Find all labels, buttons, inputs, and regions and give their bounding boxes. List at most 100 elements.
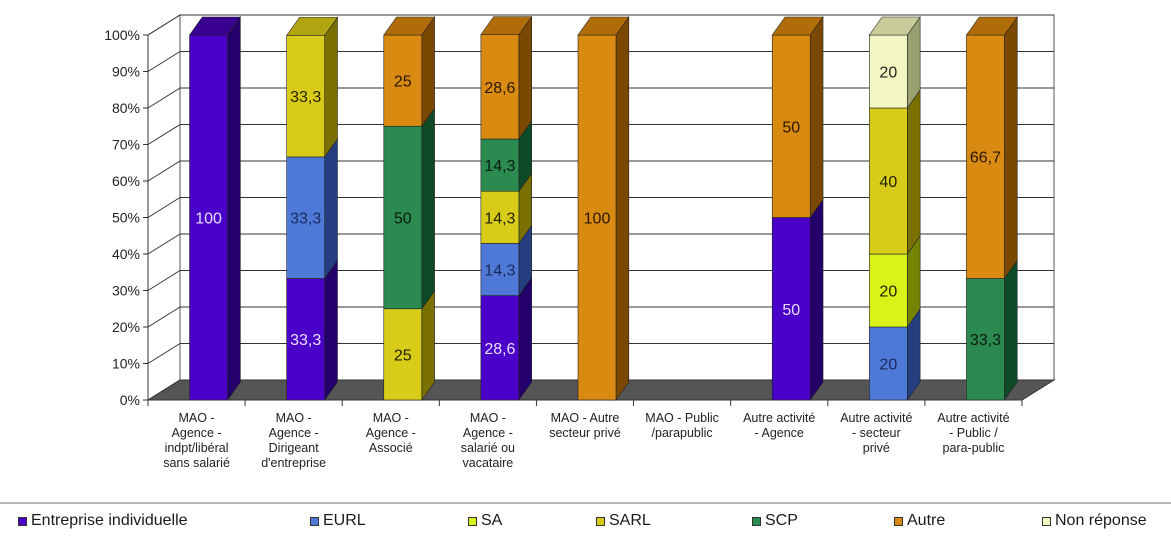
bar-top-autre [771, 16, 824, 36]
bar-top-autre [480, 16, 533, 35]
legend-swatch [596, 516, 605, 526]
x-tick-label: MAO - [470, 411, 506, 425]
y-tick-label: 70% [112, 137, 140, 153]
x-tick-label: Agence - [269, 426, 319, 440]
legend-swatch [752, 516, 761, 526]
bar-side-scp [1004, 259, 1018, 401]
data-label: 20 [879, 65, 897, 82]
x-tick-label: MAO - [179, 411, 215, 425]
x-tick-label: MAO - [276, 411, 312, 425]
x-tick-label: salarié ou [461, 441, 515, 455]
data-label: 33,3 [290, 89, 321, 106]
x-tick-label: privé [863, 441, 890, 455]
x-tick-label: Autre activité [937, 411, 1009, 425]
chart-legend: Entreprise individuelle EURL SA SARL SCP Autr… [0, 502, 1171, 538]
bar-top-autre [965, 16, 1018, 36]
bar-side-eurl [324, 137, 338, 280]
legend-item-eurl: EURL [310, 512, 366, 530]
y-tick-label: 30% [112, 283, 140, 299]
x-tick-label: para-public [943, 441, 1005, 455]
x-tick-label: Agence - [463, 426, 513, 440]
x-tick-label: MAO - Autre [551, 411, 620, 425]
y-tick-label: 40% [112, 246, 140, 262]
gridline-side [147, 306, 181, 328]
bar-top-autre [383, 16, 436, 36]
gridline-side [147, 233, 181, 255]
x-tick-label: d'entreprise [261, 456, 326, 470]
bar-side-sarl [907, 89, 921, 255]
gridline-side [147, 51, 181, 72]
bar-segment-non-reponse [869, 34, 908, 109]
data-label: 20 [879, 357, 897, 374]
data-label: 14,3 [484, 158, 515, 175]
x-tick-label: /parapublic [652, 426, 713, 440]
x-tick-label: Autre activité [743, 411, 815, 425]
x-tick-label: - Public / [949, 426, 998, 440]
bar-segment-entreprise-individuelle [480, 295, 520, 401]
bar-top-autre [577, 16, 630, 36]
legend-label: EURL [323, 512, 366, 529]
data-label: 50 [394, 211, 412, 228]
bar-side-autre [809, 16, 824, 219]
x-tick-label: - secteur [852, 426, 901, 440]
y-tick-label: 50% [112, 210, 140, 226]
data-label: 66,7 [970, 150, 1001, 167]
data-label: 20 [879, 284, 897, 301]
bar-top-non-reponse [868, 16, 921, 36]
x-tick-label: Autre activité [840, 411, 912, 425]
bar-side-scp [421, 107, 435, 310]
data-label: 40 [879, 174, 897, 191]
bar-segment-autre [383, 34, 423, 127]
bar-side-autre [615, 16, 630, 401]
legend-item-non-reponse: Non réponse [1042, 512, 1147, 530]
legend-label: SCP [765, 512, 798, 529]
gridline-side [147, 87, 181, 109]
bar-segment-entreprise-individuelle [771, 217, 811, 401]
bar-side-entreprise-individuelle [324, 259, 338, 401]
chart-canvas: 0% 10% 20% 30% 40% 50% 60% 70% 80% 90% 100% 100 MAO … [104, 14, 1056, 470]
y-tick-label: 10% [112, 356, 140, 372]
bar-segment-autre [480, 34, 520, 140]
data-label: 28,6 [484, 80, 515, 97]
bar-segment-sarl [286, 35, 325, 158]
legend-label: Entreprise individuelle [31, 512, 188, 529]
data-label: 33,3 [970, 332, 1001, 349]
legend-label: SA [481, 512, 503, 529]
data-label: 50 [782, 119, 800, 136]
legend-label: SARL [609, 512, 651, 529]
bar-side-entreprise-individuelle [518, 276, 532, 401]
data-label: 33,3 [290, 211, 321, 228]
bar-side-sarl [421, 289, 435, 401]
bar-segment-sarl [480, 190, 520, 244]
legend-label: Non réponse [1055, 512, 1147, 529]
bar-segment-scp [966, 278, 1005, 401]
gridline-side [147, 14, 181, 36]
bar-segment-autre [771, 34, 811, 218]
x-tick-label: Agence - [172, 426, 222, 440]
y-tick-label: 20% [112, 319, 140, 335]
gridline-side [147, 160, 181, 182]
data-label: 14,3 [484, 210, 515, 227]
legend-swatch [894, 516, 903, 526]
x-tick-label: Dirigeant [269, 441, 320, 455]
legend-swatch [1042, 516, 1051, 526]
bar-side-autre [518, 15, 532, 140]
bar-top-sarl [286, 17, 339, 36]
bar-segment-entreprise-individuelle [286, 278, 325, 401]
data-label: 33,3 [290, 332, 321, 349]
legend-item-sa: SA [468, 512, 502, 530]
data-label: 25 [394, 74, 412, 91]
bar-segment-scp [480, 138, 520, 192]
bar-segment-sarl [869, 107, 908, 255]
legend-item-autre: Autre [894, 512, 945, 530]
bar-segment-eurl [286, 156, 325, 279]
legend-swatch [310, 516, 319, 526]
gridline-side [147, 124, 181, 145]
y-tick-label: 60% [112, 173, 140, 189]
bar-segment-eurl [480, 243, 520, 296]
gridline-side [147, 197, 181, 218]
x-tick-label: Agence - [366, 426, 416, 440]
x-tick-label: MAO - Public [645, 411, 719, 425]
bar-side-sarl [324, 16, 338, 158]
